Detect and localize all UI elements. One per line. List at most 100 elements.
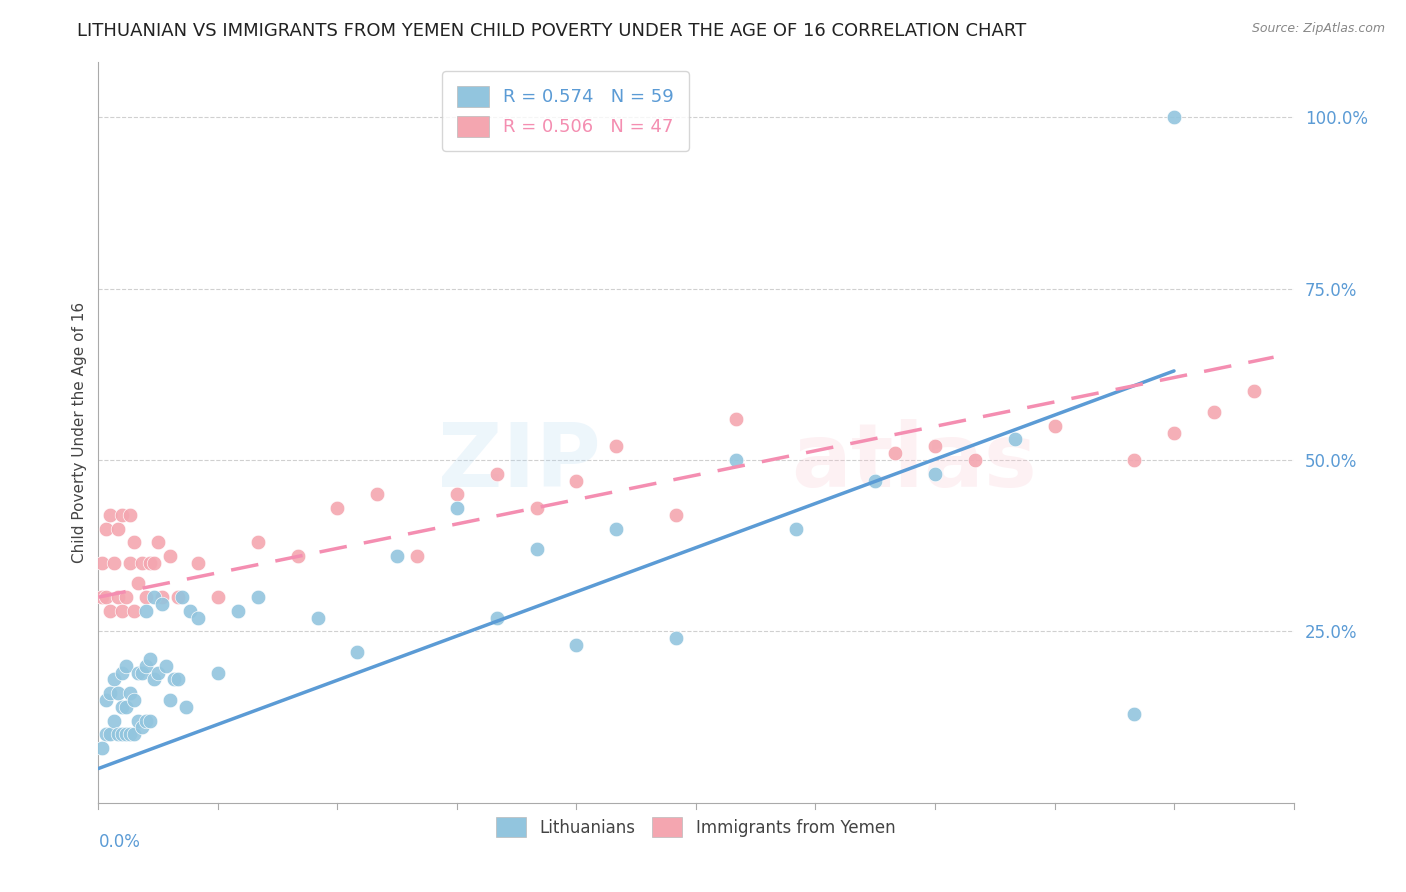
Point <box>135 604 157 618</box>
Point <box>107 522 129 536</box>
Point <box>605 522 627 536</box>
Point <box>135 658 157 673</box>
Point <box>207 590 229 604</box>
Point <box>1043 418 1066 433</box>
Point <box>1123 453 1146 467</box>
Point <box>96 727 118 741</box>
Point <box>131 665 153 680</box>
Point <box>124 727 146 741</box>
Point <box>526 501 548 516</box>
Point <box>187 610 209 624</box>
Point <box>163 673 186 687</box>
Point <box>884 446 907 460</box>
Text: Source: ZipAtlas.com: Source: ZipAtlas.com <box>1251 22 1385 36</box>
Point <box>148 665 170 680</box>
Point <box>135 714 157 728</box>
Point <box>96 693 118 707</box>
Point <box>115 590 138 604</box>
Point <box>111 604 134 618</box>
Point <box>1123 706 1146 721</box>
Point <box>1163 425 1185 440</box>
Point <box>446 487 468 501</box>
Point <box>1202 405 1225 419</box>
Point <box>246 590 269 604</box>
Point <box>124 693 146 707</box>
Point <box>485 610 508 624</box>
Point <box>115 658 138 673</box>
Point <box>98 686 122 700</box>
Point <box>1163 110 1185 124</box>
Point <box>187 556 209 570</box>
Point <box>143 556 166 570</box>
Point <box>143 590 166 604</box>
Point <box>111 508 134 522</box>
Legend: Lithuanians, Immigrants from Yemen: Lithuanians, Immigrants from Yemen <box>484 804 908 850</box>
Text: 0.0%: 0.0% <box>98 833 141 851</box>
Point <box>107 727 129 741</box>
Point <box>98 604 122 618</box>
Point <box>111 727 134 741</box>
Point <box>785 522 807 536</box>
Point <box>107 686 129 700</box>
Point <box>446 501 468 516</box>
Point <box>665 508 688 522</box>
Point <box>963 453 986 467</box>
Point <box>120 508 142 522</box>
Point <box>135 590 157 604</box>
Point <box>139 556 162 570</box>
Point <box>115 699 138 714</box>
Point <box>924 467 946 481</box>
Point <box>98 508 122 522</box>
Point <box>98 727 122 741</box>
Point <box>120 686 142 700</box>
Point <box>143 673 166 687</box>
Point <box>127 665 149 680</box>
Point <box>107 590 129 604</box>
Point <box>96 522 118 536</box>
Text: atlas: atlas <box>792 418 1038 506</box>
Point <box>159 549 181 563</box>
Y-axis label: Child Poverty Under the Age of 16: Child Poverty Under the Age of 16 <box>72 302 87 563</box>
Point <box>124 535 146 549</box>
Point <box>179 604 201 618</box>
Point <box>724 453 747 467</box>
Point <box>1004 433 1026 447</box>
Point <box>111 665 134 680</box>
Point <box>526 542 548 557</box>
Point <box>139 652 162 666</box>
Point <box>724 412 747 426</box>
Point <box>665 632 688 646</box>
Point <box>226 604 249 618</box>
Point <box>172 590 194 604</box>
Point <box>139 714 162 728</box>
Point <box>91 556 114 570</box>
Point <box>131 556 153 570</box>
Point <box>159 693 181 707</box>
Point <box>246 535 269 549</box>
Point <box>91 741 114 756</box>
Point <box>120 556 142 570</box>
Point <box>287 549 309 563</box>
Point <box>207 665 229 680</box>
Point <box>127 714 149 728</box>
Point <box>127 576 149 591</box>
Point <box>307 610 329 624</box>
Point <box>103 673 125 687</box>
Point <box>326 501 349 516</box>
Point <box>485 467 508 481</box>
Point <box>155 658 177 673</box>
Point <box>406 549 429 563</box>
Point <box>167 673 190 687</box>
Point <box>103 714 125 728</box>
Point <box>111 699 134 714</box>
Point <box>115 727 138 741</box>
Point <box>605 439 627 453</box>
Point <box>120 727 142 741</box>
Point <box>565 638 588 652</box>
Point <box>565 474 588 488</box>
Text: LITHUANIAN VS IMMIGRANTS FROM YEMEN CHILD POVERTY UNDER THE AGE OF 16 CORRELATIO: LITHUANIAN VS IMMIGRANTS FROM YEMEN CHIL… <box>77 22 1026 40</box>
Point <box>366 487 388 501</box>
Point <box>924 439 946 453</box>
Point <box>174 699 197 714</box>
Text: ZIP: ZIP <box>437 418 600 506</box>
